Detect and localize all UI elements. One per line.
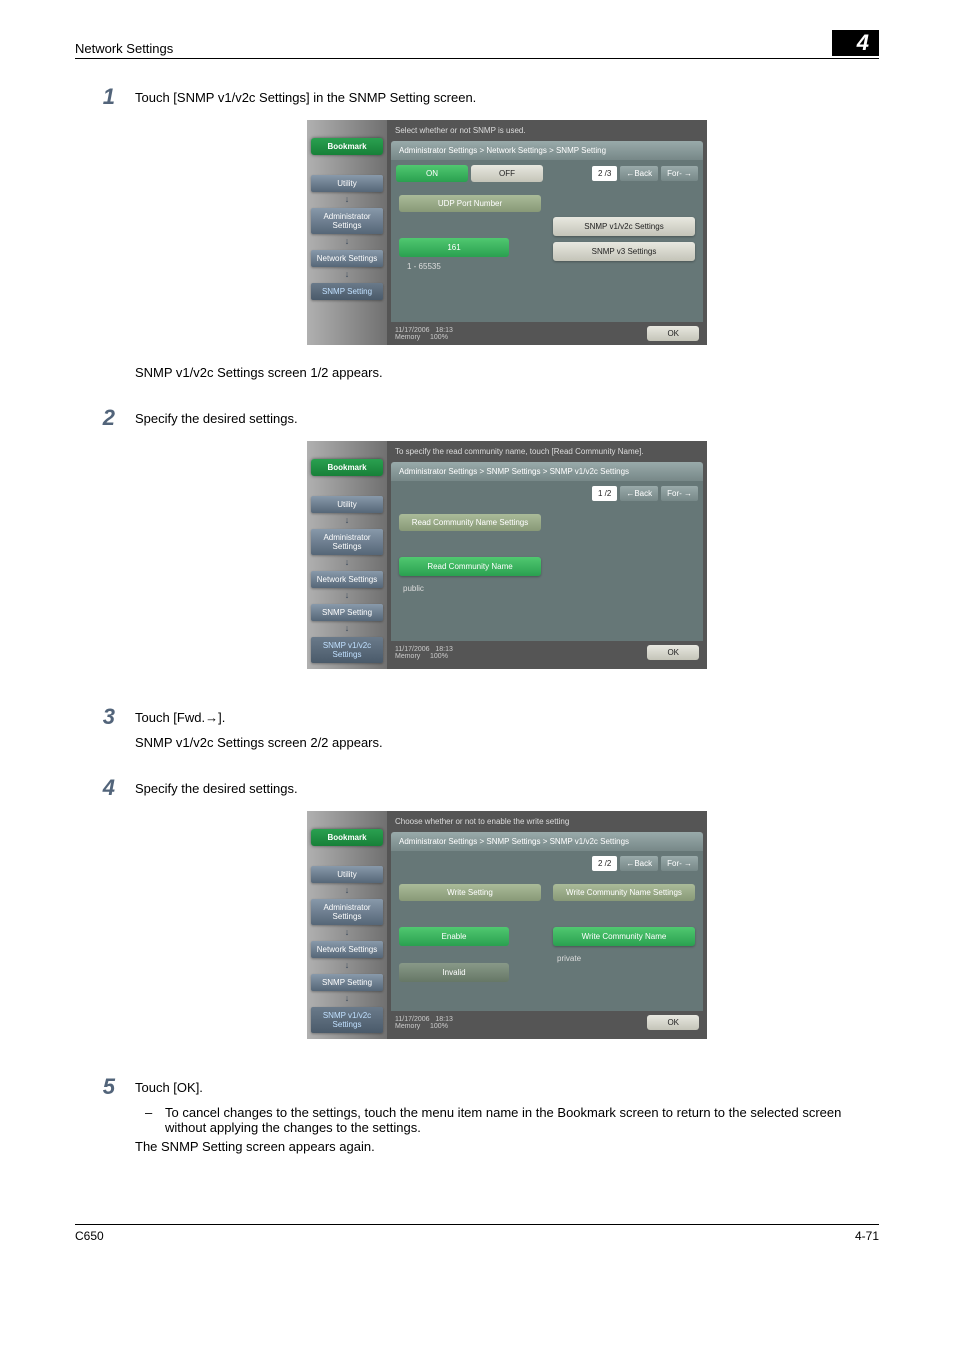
breadcrumb: Administrator Settings > Network Setting… (391, 141, 703, 160)
back-button[interactable]: ←Back (620, 486, 658, 501)
breadcrumb: Administrator Settings > SNMP Settings >… (391, 832, 703, 851)
enable-button[interactable]: Enable (399, 927, 509, 946)
section-label: UDP Port Number (399, 195, 541, 212)
nav-snmpv12[interactable]: SNMP v1/v2c Settings (311, 637, 383, 663)
arrow-down-icon: ↓ (311, 515, 383, 525)
fwd-button[interactable]: For- → (661, 166, 698, 181)
step-text: Specify the desired settings. (135, 781, 879, 796)
nav-utility[interactable]: Utility (311, 175, 383, 192)
value-range: 1 - 65535 (399, 260, 541, 273)
step-after-text: SNMP v1/v2c Settings screen 2/2 appears. (135, 735, 879, 750)
nav-admin[interactable]: Administrator Settings (311, 208, 383, 234)
bookmark-button[interactable]: Bookmark (311, 138, 383, 155)
ok-button[interactable]: OK (647, 645, 699, 660)
bookmark-button[interactable]: Bookmark (311, 459, 383, 476)
arrow-down-icon: ↓ (311, 960, 383, 970)
page-indicator: 2 /3 (592, 166, 617, 181)
step-text: Touch [Fwd.→]. (135, 710, 879, 725)
step-text: Touch [OK]. (135, 1080, 879, 1095)
panel-message: To specify the read community name, touc… (387, 441, 707, 462)
step-text: Specify the desired settings. (135, 411, 879, 426)
arrow-down-icon: ↓ (311, 236, 383, 246)
ok-button[interactable]: OK (647, 326, 699, 341)
page-title: Network Settings (75, 41, 173, 56)
nav-snmpv12[interactable]: SNMP v1/v2c Settings (311, 1007, 383, 1033)
step-bullet: – To cancel changes to the settings, tou… (145, 1105, 879, 1135)
nav-snmp[interactable]: SNMP Setting (311, 974, 383, 991)
tab-off[interactable]: OFF (471, 165, 543, 182)
snmp-v1v2c-button[interactable]: SNMP v1/v2c Settings (553, 217, 695, 236)
arrow-down-icon: ↓ (311, 557, 383, 567)
nav-network[interactable]: Network Settings (311, 250, 383, 267)
step-after-text: SNMP v1/v2c Settings screen 1/2 appears. (135, 365, 879, 380)
step-number: 5 (75, 1074, 135, 1164)
nav-snmp[interactable]: SNMP Setting (311, 604, 383, 621)
port-value-button[interactable]: 161 (399, 238, 509, 257)
write-community-button[interactable]: Write Community Name (553, 927, 695, 946)
nav-admin[interactable]: Administrator Settings (311, 529, 383, 555)
nav-snmp[interactable]: SNMP Setting (311, 283, 383, 300)
tab-on[interactable]: ON (396, 165, 468, 182)
nav-utility[interactable]: Utility (311, 866, 383, 883)
step-after-text: The SNMP Setting screen appears again. (135, 1139, 879, 1154)
step-text: Touch [SNMP v1/v2c Settings] in the SNMP… (135, 90, 879, 105)
arrow-down-icon: ↓ (311, 590, 383, 600)
arrow-down-icon: ↓ (311, 269, 383, 279)
arrow-down-icon: ↓ (311, 885, 383, 895)
breadcrumb: Administrator Settings > SNMP Settings >… (391, 462, 703, 481)
arrow-down-icon: ↓ (311, 194, 383, 204)
ok-button[interactable]: OK (647, 1015, 699, 1030)
nav-admin[interactable]: Administrator Settings (311, 899, 383, 925)
footer-model: C650 (75, 1229, 104, 1243)
step-number: 3 (75, 704, 135, 760)
back-button[interactable]: ←Back (620, 856, 658, 871)
panel-message: Select whether or not SNMP is used. (387, 120, 707, 141)
invalid-button[interactable]: Invalid (399, 963, 509, 982)
fwd-button[interactable]: For- → (661, 856, 698, 871)
read-community-button[interactable]: Read Community Name (399, 557, 541, 576)
section-label: Write Community Name Settings (553, 884, 695, 901)
arrow-down-icon: ↓ (311, 993, 383, 1003)
nav-network[interactable]: Network Settings (311, 571, 383, 588)
step-number: 4 (75, 775, 135, 1059)
footer-status: 11/17/2006 18:13 Memory 100% (395, 327, 453, 341)
nav-network[interactable]: Network Settings (311, 941, 383, 958)
step-number: 1 (75, 84, 135, 390)
snmp-v3-button[interactable]: SNMP v3 Settings (553, 242, 695, 261)
footer-status: 11/17/2006 18:13 Memory 100% (395, 646, 453, 660)
footer-status: 11/17/2006 18:13 Memory 100% (395, 1016, 453, 1030)
write-community-value: private (553, 952, 695, 965)
page-indicator: 2 /2 (592, 856, 617, 871)
bookmark-button[interactable]: Bookmark (311, 829, 383, 846)
panel-message: Choose whether or not to enable the writ… (387, 811, 707, 832)
fwd-button[interactable]: For- → (661, 486, 698, 501)
chapter-number: 4 (832, 30, 879, 56)
read-community-value: public (399, 582, 541, 595)
nav-utility[interactable]: Utility (311, 496, 383, 513)
section-label: Write Setting (399, 884, 541, 901)
back-button[interactable]: ←Back (620, 166, 658, 181)
step-number: 2 (75, 405, 135, 689)
arrow-down-icon: ↓ (311, 623, 383, 633)
footer-page: 4-71 (855, 1229, 879, 1243)
section-label: Read Community Name Settings (399, 514, 541, 531)
arrow-down-icon: ↓ (311, 927, 383, 937)
page-indicator: 1 /2 (592, 486, 617, 501)
